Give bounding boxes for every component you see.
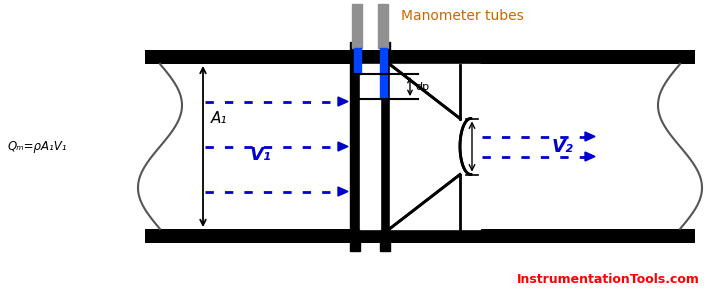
Text: Qₘ=ρA₁V₁: Qₘ=ρA₁V₁ bbox=[8, 140, 68, 153]
Text: InstrumentationTools.com: InstrumentationTools.com bbox=[517, 273, 700, 286]
Bar bbox=[353, 48, 360, 74]
Text: V₂: V₂ bbox=[552, 138, 574, 156]
Bar bbox=[379, 48, 386, 99]
Bar bbox=[360, 64, 380, 229]
Bar bbox=[378, 4, 388, 48]
Text: A₁: A₁ bbox=[211, 111, 228, 126]
Bar bbox=[145, 229, 695, 243]
Text: dp: dp bbox=[415, 81, 429, 91]
Bar bbox=[390, 64, 480, 229]
Polygon shape bbox=[338, 97, 348, 106]
Bar bbox=[352, 4, 362, 48]
Text: Manometer tubes: Manometer tubes bbox=[401, 9, 524, 23]
Text: V₁: V₁ bbox=[249, 146, 271, 163]
Bar bbox=[145, 50, 695, 64]
Polygon shape bbox=[585, 152, 595, 161]
Polygon shape bbox=[338, 142, 348, 151]
Polygon shape bbox=[338, 187, 348, 196]
Bar bbox=[350, 42, 360, 251]
Polygon shape bbox=[585, 132, 595, 141]
Bar bbox=[380, 42, 390, 251]
